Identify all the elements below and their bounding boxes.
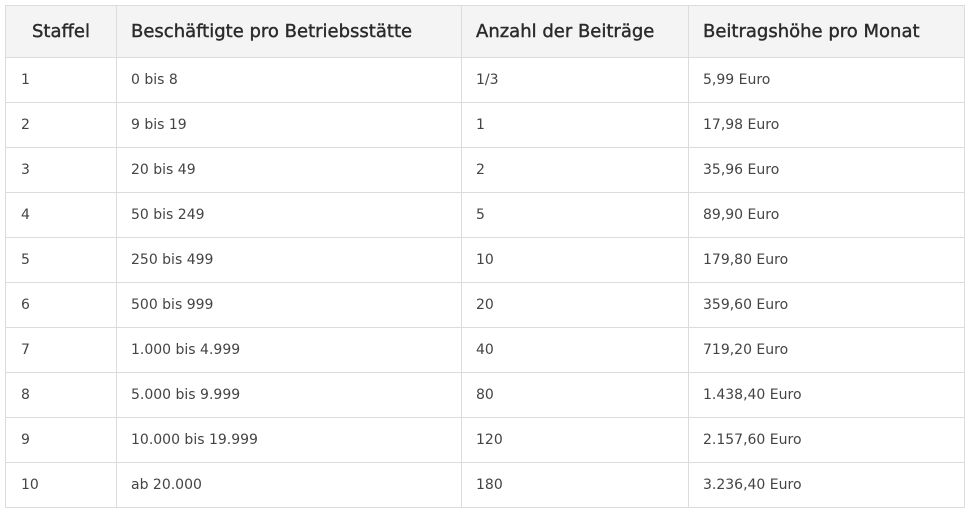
cell-beschaeftigte: 0 bis 8 (116, 57, 462, 103)
cell-anzahl: 2 (461, 147, 689, 193)
cell-beschaeftigte: 250 bis 499 (116, 237, 462, 283)
cell-staffel: 2 (5, 102, 117, 148)
header-beschaeftigte: Beschäftigte pro Betriebsstätte (116, 5, 462, 58)
cell-beschaeftigte: 1.000 bis 4.999 (116, 327, 462, 373)
cell-staffel: 6 (5, 282, 117, 328)
table-row: 4 50 bis 249 5 89,90 Euro (5, 192, 965, 238)
cell-beitrag: 17,98 Euro (688, 102, 965, 148)
cell-beitrag: 2.157,60 Euro (688, 417, 965, 463)
table-row: 9 10.000 bis 19.999 120 2.157,60 Euro (5, 417, 965, 463)
cell-staffel: 5 (5, 237, 117, 283)
cell-anzahl: 20 (461, 282, 689, 328)
cell-beschaeftigte: ab 20.000 (116, 462, 462, 508)
cell-anzahl: 120 (461, 417, 689, 463)
cell-beschaeftigte: 10.000 bis 19.999 (116, 417, 462, 463)
cell-beschaeftigte: 50 bis 249 (116, 192, 462, 238)
cell-staffel: 9 (5, 417, 117, 463)
cell-beitrag: 5,99 Euro (688, 57, 965, 103)
header-staffel: Staffel (5, 5, 117, 58)
cell-staffel: 3 (5, 147, 117, 193)
cell-beitrag: 179,80 Euro (688, 237, 965, 283)
table-row: 7 1.000 bis 4.999 40 719,20 Euro (5, 327, 965, 373)
cell-beschaeftigte: 20 bis 49 (116, 147, 462, 193)
header-row: Staffel Beschäftigte pro Betriebsstätte … (5, 5, 965, 58)
cell-beitrag: 89,90 Euro (688, 192, 965, 238)
cell-beitrag: 359,60 Euro (688, 282, 965, 328)
table-row: 10 ab 20.000 180 3.236,40 Euro (5, 462, 965, 508)
cell-staffel: 4 (5, 192, 117, 238)
cell-anzahl: 1 (461, 102, 689, 148)
cell-beitrag: 719,20 Euro (688, 327, 965, 373)
table-row: 2 9 bis 19 1 17,98 Euro (5, 102, 965, 148)
cell-staffel: 10 (5, 462, 117, 508)
table-row: 8 5.000 bis 9.999 80 1.438,40 Euro (5, 372, 965, 418)
table-body: 1 0 bis 8 1/3 5,99 Euro 2 9 bis 19 1 17,… (5, 57, 965, 508)
cell-anzahl: 10 (461, 237, 689, 283)
table-row: 1 0 bis 8 1/3 5,99 Euro (5, 57, 965, 103)
cell-staffel: 8 (5, 372, 117, 418)
fee-table-container: Staffel Beschäftigte pro Betriebsstätte … (5, 5, 965, 508)
header-anzahl-beitraege: Anzahl der Beiträge (461, 5, 689, 58)
cell-anzahl: 5 (461, 192, 689, 238)
table-header: Staffel Beschäftigte pro Betriebsstätte … (5, 5, 965, 58)
cell-beschaeftigte: 5.000 bis 9.999 (116, 372, 462, 418)
table-row: 5 250 bis 499 10 179,80 Euro (5, 237, 965, 283)
header-beitragshoehe: Beitragshöhe pro Monat (688, 5, 965, 58)
cell-staffel: 7 (5, 327, 117, 373)
cell-anzahl: 180 (461, 462, 689, 508)
cell-beschaeftigte: 500 bis 999 (116, 282, 462, 328)
cell-beschaeftigte: 9 bis 19 (116, 102, 462, 148)
table-row: 6 500 bis 999 20 359,60 Euro (5, 282, 965, 328)
cell-beitrag: 3.236,40 Euro (688, 462, 965, 508)
cell-anzahl: 1/3 (461, 57, 689, 103)
cell-anzahl: 80 (461, 372, 689, 418)
cell-beitrag: 35,96 Euro (688, 147, 965, 193)
fee-table: Staffel Beschäftigte pro Betriebsstätte … (5, 5, 965, 508)
cell-staffel: 1 (5, 57, 117, 103)
cell-beitrag: 1.438,40 Euro (688, 372, 965, 418)
table-row: 3 20 bis 49 2 35,96 Euro (5, 147, 965, 193)
cell-anzahl: 40 (461, 327, 689, 373)
